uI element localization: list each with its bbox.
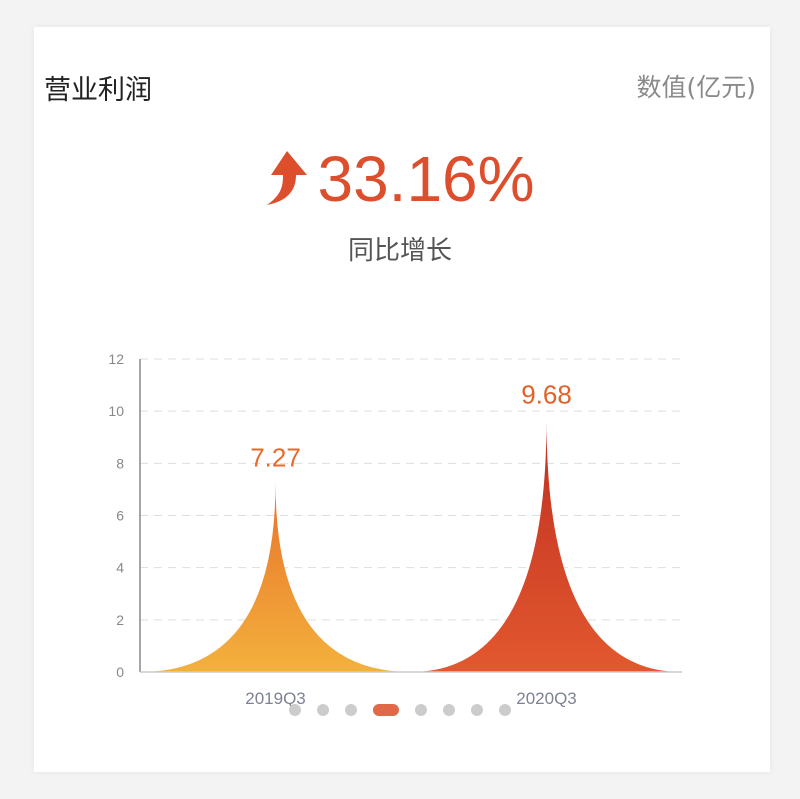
unit-label: 数值(亿元) (636, 73, 756, 102)
y-tick-label: 0 (116, 664, 124, 680)
peak-area-2020Q3 (411, 419, 682, 672)
y-tick-label: 2 (116, 612, 124, 628)
y-tick-label: 8 (116, 455, 124, 471)
data-label: 9.68 (521, 380, 572, 410)
pager-dot[interactable] (345, 703, 357, 716)
y-tick-label: 4 (116, 560, 124, 576)
pager-dot[interactable] (317, 703, 329, 716)
peak-area-2019Q3 (140, 482, 411, 672)
data-label: 7.27 (250, 442, 301, 472)
pager-dot[interactable] (289, 703, 301, 716)
y-tick-label: 10 (108, 403, 124, 419)
x-tick-label: 2019Q3 (245, 689, 306, 708)
x-tick-label: 2020Q3 (516, 689, 577, 708)
y-tick-label: 12 (108, 351, 124, 367)
card (34, 27, 770, 772)
pager-dot[interactable] (443, 703, 455, 716)
growth-value-row: 33.16% (0, 142, 800, 216)
growth-value: 33.16% (317, 143, 535, 215)
arrow-up-curved-icon (267, 151, 308, 205)
growth-label: 同比增长 (347, 236, 452, 266)
pager-dot[interactable] (499, 703, 511, 716)
pager-dot[interactable] (415, 703, 427, 716)
pager-dot[interactable] (373, 703, 399, 716)
pager-dots (0, 701, 800, 719)
chart-title: 营业利润 (44, 75, 152, 106)
y-tick-label: 6 (116, 508, 124, 524)
pager-dot[interactable] (471, 703, 483, 716)
